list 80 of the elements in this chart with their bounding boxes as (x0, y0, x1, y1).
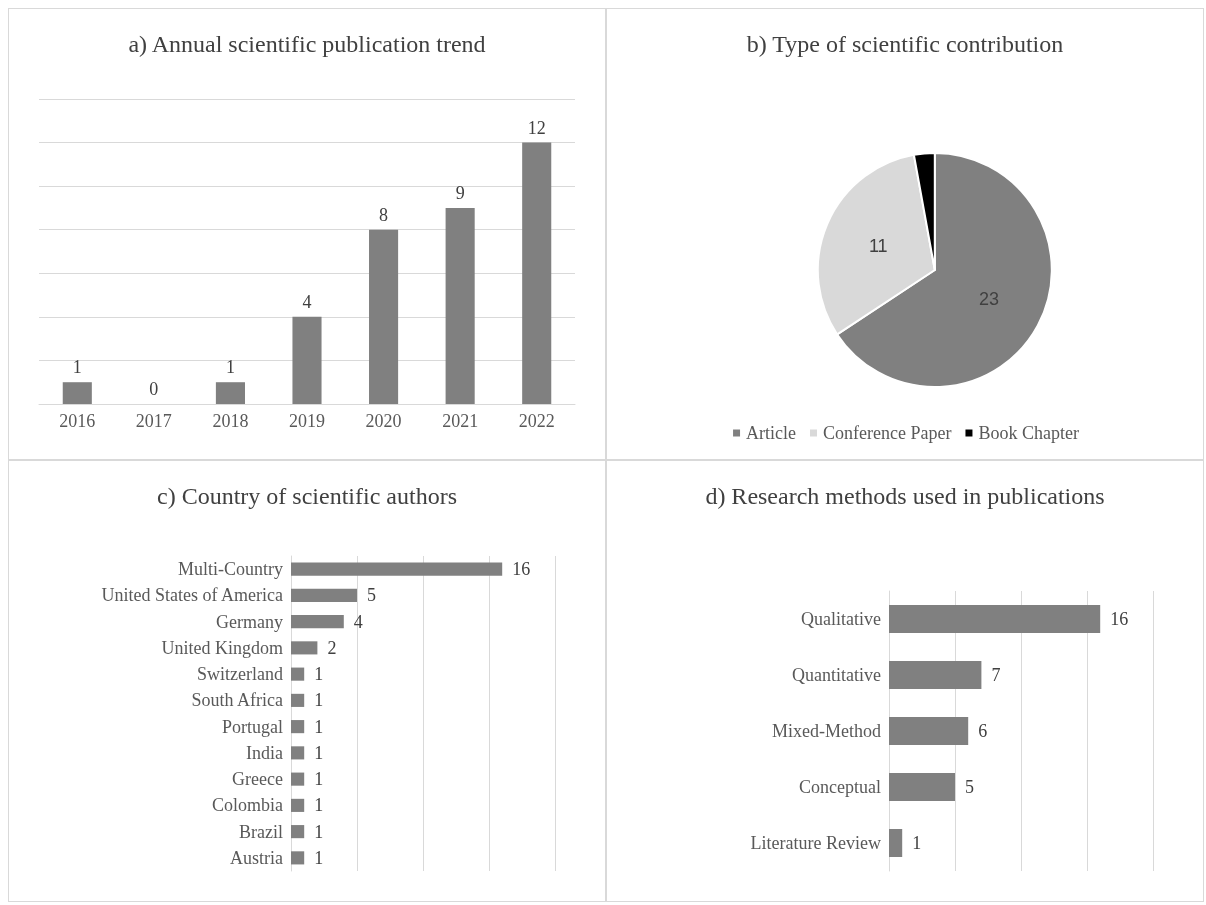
data-label: 5 (965, 777, 974, 797)
data-label: 1 (912, 833, 922, 853)
chart-title: b) Type of scientific contribution (746, 31, 1064, 57)
x-tick-label: 2020 (365, 411, 402, 431)
x-tick-label: 2018 (212, 411, 249, 431)
y-tick-label: Colombia (212, 795, 284, 816)
data-label: 0 (149, 379, 159, 399)
y-tick-label: India (246, 742, 284, 763)
data-label: 1 (314, 716, 324, 737)
data-label: 8 (379, 204, 389, 225)
data-label: 1 (314, 664, 324, 685)
chart-title: d) Research methods used in publications (705, 483, 1105, 509)
y-tick-label: Greece (232, 769, 284, 790)
data-label: 16 (1110, 609, 1129, 629)
data-label: 6 (978, 721, 988, 741)
chart-title: a) Annual scientific publication trend (128, 31, 486, 57)
data-label: 1 (225, 357, 235, 378)
y-tick-label: Conceptual (799, 777, 881, 797)
y-tick-label: Portugal (222, 716, 283, 737)
y-tick-label: Switzerland (197, 664, 283, 685)
data-label: 1 (314, 795, 324, 816)
data-label: 2 (327, 637, 337, 658)
x-tick-label: 2017 (135, 411, 172, 431)
y-tick-label: Germany (216, 611, 283, 632)
data-label: 11 (868, 235, 888, 256)
data-label: 1 (314, 690, 324, 711)
bar (215, 382, 245, 404)
bar (291, 798, 305, 812)
y-tick-label: Quantitative (792, 665, 881, 685)
data-label: 1 (72, 357, 82, 378)
data-label: 23 (978, 289, 999, 310)
y-tick-label: Qualitative (801, 609, 881, 629)
data-label: 1 (314, 821, 324, 842)
bar (62, 382, 92, 404)
x-tick-label: 2021 (442, 411, 479, 431)
bar (889, 773, 955, 801)
bar (291, 667, 305, 681)
bar (291, 641, 318, 655)
bar (291, 615, 344, 629)
y-tick-label: Multi-Country (177, 559, 283, 580)
legend-label: Conference Paper (823, 423, 952, 443)
data-label: 1 (314, 847, 324, 868)
legend-label: Article (746, 423, 797, 443)
bar (445, 207, 475, 404)
data-label: 4 (302, 291, 312, 312)
bar (889, 829, 903, 857)
y-tick-label: Literature Review (750, 833, 881, 853)
bar (889, 717, 969, 745)
data-label: 4 (353, 611, 363, 632)
bar (291, 851, 305, 865)
data-label: 16 (512, 559, 531, 580)
x-tick-label: 2016 (59, 411, 96, 431)
bar (889, 605, 1101, 633)
y-tick-label: Austria (230, 847, 283, 868)
y-tick-label: South Africa (191, 690, 283, 711)
bar (291, 825, 305, 839)
bar (291, 746, 305, 760)
data-label: 9 (455, 182, 465, 203)
data-label: 1 (314, 742, 324, 763)
data-label: 1 (314, 769, 324, 790)
y-tick-label: Mixed-Method (772, 721, 881, 741)
data-label: 12 (527, 117, 546, 138)
data-label: 5 (367, 585, 376, 606)
bar (291, 693, 305, 707)
x-tick-label: 2022 (518, 411, 555, 431)
bar (522, 142, 552, 404)
chart-title: c) Country of scientific authors (157, 483, 457, 509)
y-tick-label: Brazil (239, 821, 283, 842)
legend-label: Book Chapter (978, 423, 1079, 443)
bar (291, 720, 305, 734)
y-tick-label: United States of America (101, 585, 284, 606)
bar (889, 661, 982, 689)
x-tick-label: 2019 (289, 411, 325, 431)
bar (291, 588, 357, 602)
bar (291, 562, 503, 576)
bar (291, 772, 305, 786)
data-label: 7 (991, 665, 1001, 685)
bar (292, 316, 322, 404)
bar (369, 229, 399, 404)
y-tick-label: United Kingdom (161, 637, 283, 658)
